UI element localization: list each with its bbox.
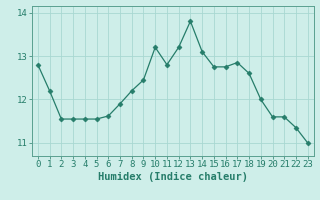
- X-axis label: Humidex (Indice chaleur): Humidex (Indice chaleur): [98, 172, 248, 182]
